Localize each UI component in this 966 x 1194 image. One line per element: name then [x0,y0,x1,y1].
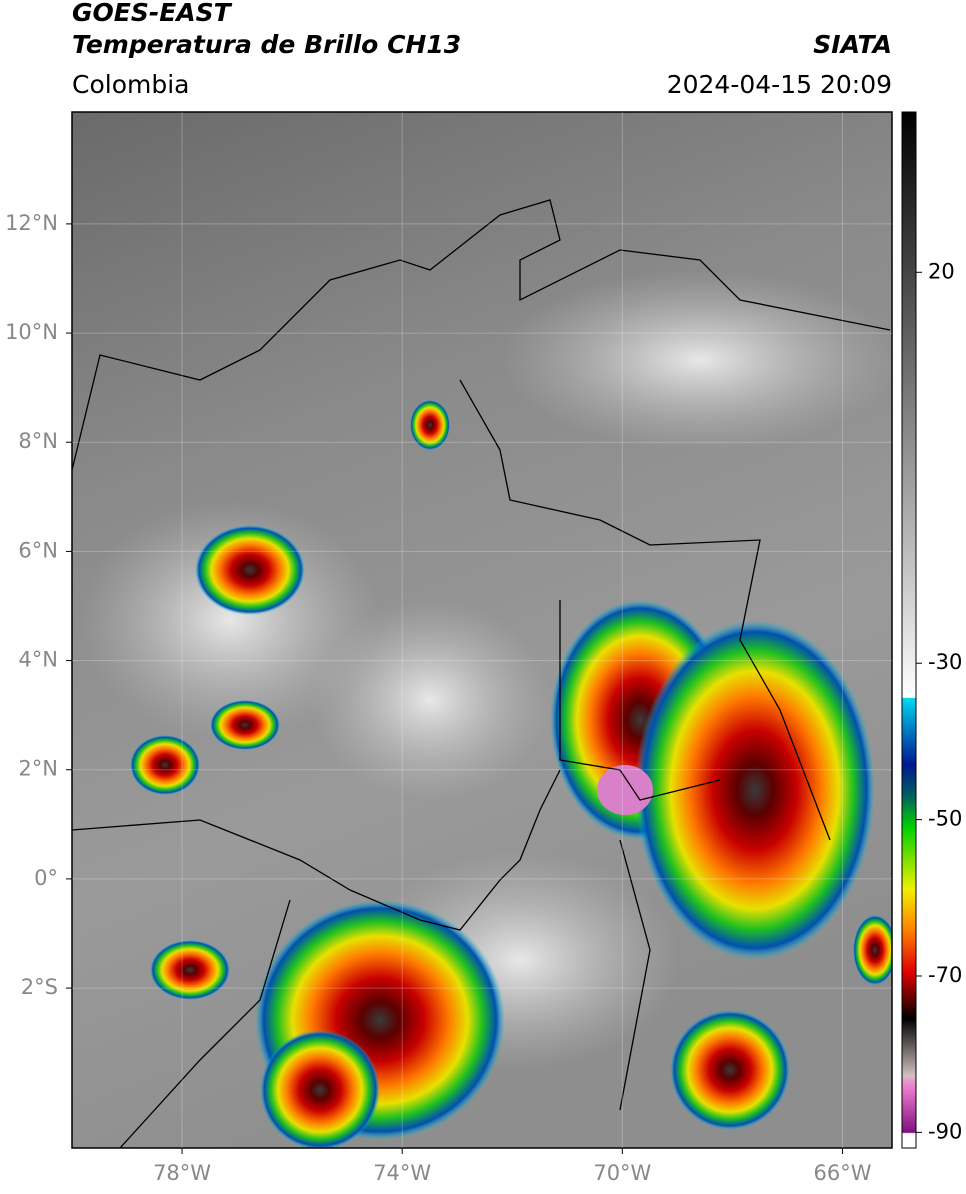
y-tick-label: 4°N [18,648,58,672]
y-tick-label: 12°N [5,211,58,235]
x-tick-label: 66°W [813,1161,871,1185]
x-tick-label: 74°W [373,1161,431,1185]
y-tick-label: 0° [34,866,58,890]
colorbar-label: -90 [928,1119,962,1143]
colorbar-label: 20 [928,259,955,283]
region: Colombia [72,70,189,99]
x-tick-label: 70°W [593,1161,651,1185]
colorbar-label: -30 [928,650,962,674]
datetime: 2024-04-15 20:09 [667,70,892,99]
y-tick-label: 2°N [18,757,58,781]
map-image [72,112,892,1148]
colorbar-label: -70 [928,963,962,987]
map-frame [71,111,893,1149]
colorbar-label: -50 [928,807,962,831]
y-tick-label: 10°N [5,320,58,344]
y-tick-label: 6°N [18,538,58,562]
x-tick-label: 78°W [153,1161,211,1185]
y-tick-label: 8°N [18,429,58,453]
y-tick-label: 2°S [21,975,58,999]
colorbar [901,111,917,1149]
title: GOES-EAST [72,0,233,27]
agency: SIATA [813,30,892,59]
subtitle: Temperatura de Brillo CH13 [72,30,461,59]
